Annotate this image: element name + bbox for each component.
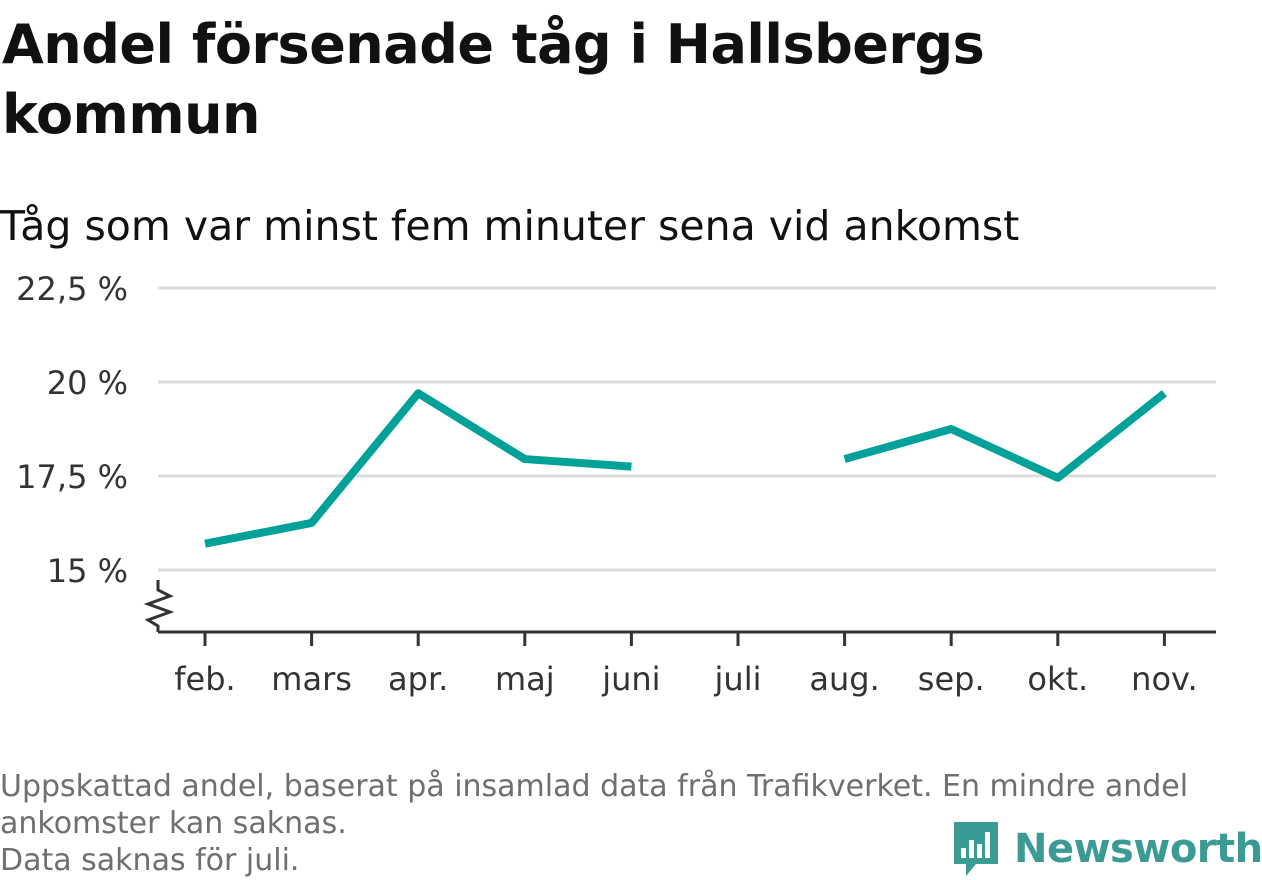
series-lines	[204, 389, 1167, 548]
x-tick-label: aug.	[809, 660, 879, 698]
logo-text: Newsworthy	[1014, 826, 1262, 872]
chart-subtitle: Tåg som var minst fem minuter sena vid a…	[0, 202, 1020, 250]
y-tick-label: 22,5 %	[16, 270, 128, 308]
x-tick-label: okt.	[1027, 660, 1088, 698]
newsworthy-chart-icon	[954, 822, 998, 876]
x-tick-label: feb.	[174, 660, 235, 698]
x-tick-label: sep.	[918, 660, 985, 698]
footer-notes: Uppskattad andel, baserat på insamlad da…	[0, 768, 1250, 879]
x-tick-label: juni	[601, 660, 660, 698]
gridlines	[158, 286, 1216, 572]
x-tick-label: juli	[714, 660, 762, 698]
x-axis-tick-labels: feb. mars apr. maj juni juli aug. sep. okt. nov.	[174, 660, 1197, 698]
y-axis-tick-labels: 15 % 17,5 % 20 % 22,5 %	[16, 270, 128, 590]
newsworthy-logo: Newsworthy	[950, 818, 1262, 880]
x-tick-label: nov.	[1131, 660, 1197, 698]
chart-title: Andel försenade tåg i Hallsbergs kommun	[2, 13, 985, 146]
x-tick-label: mars	[271, 660, 352, 698]
axis-break-icon	[143, 580, 175, 632]
x-tick-label: maj	[495, 660, 555, 698]
y-tick-label: 20 %	[47, 364, 128, 402]
x-axis	[143, 580, 1216, 646]
footer-note-1: Uppskattad andel, baserat på insamlad da…	[0, 769, 1189, 804]
footer-note-2: ankomster kan saknas.	[0, 806, 347, 841]
y-tick-label: 17,5 %	[16, 458, 128, 496]
footer-note-3: Data saknas för juli.	[0, 843, 300, 878]
series-line	[204, 389, 632, 548]
y-tick-label: 15 %	[47, 552, 128, 590]
series-line	[843, 390, 1167, 482]
x-tick-label: apr.	[388, 660, 448, 698]
